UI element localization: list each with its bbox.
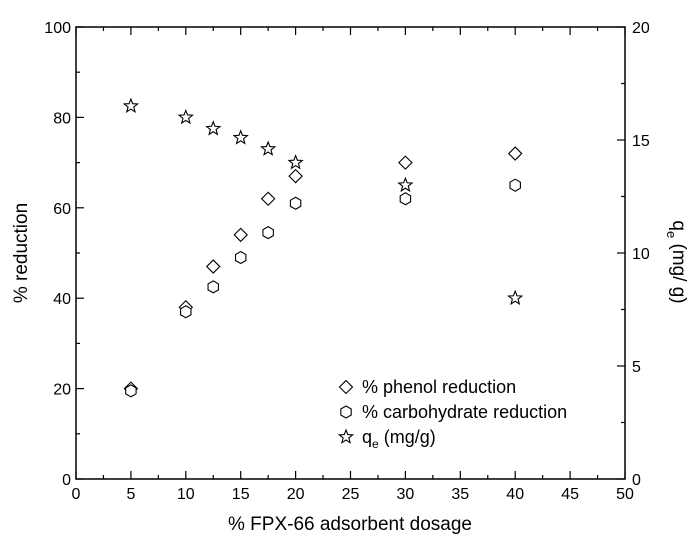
y2-tick-label: 20 xyxy=(632,20,650,37)
carbohydrate-point xyxy=(262,226,274,240)
phenol-point xyxy=(507,146,523,161)
phenol-point xyxy=(233,227,248,243)
legend-item-carbohydrate: % carbohydrate reduction xyxy=(340,402,567,422)
y-tick-label: 80 xyxy=(53,110,71,127)
phenol-point xyxy=(260,191,276,207)
carbohydrate-point xyxy=(180,305,192,319)
y-tick-label: 60 xyxy=(53,201,71,218)
carbohydrate-point xyxy=(125,384,137,398)
phenol-point xyxy=(205,259,221,274)
carbohydrate-point xyxy=(399,192,412,206)
legend-marker-star xyxy=(337,428,355,444)
legend: % phenol reduction % carbohydrate reduct… xyxy=(337,377,567,451)
carbohydrate-point xyxy=(289,196,302,210)
x-tick-label: 5 xyxy=(126,486,135,503)
x-tick-label: 50 xyxy=(616,486,634,503)
legend-item-qe: qe (mg/g) xyxy=(337,427,436,451)
legend-marker xyxy=(340,405,352,419)
phenol-point xyxy=(398,155,413,170)
y-tick-label: 40 xyxy=(53,291,71,308)
axis-ticks xyxy=(75,26,626,480)
qe-point xyxy=(177,108,194,125)
qe-point xyxy=(205,120,222,136)
x-axis-tick-labels: 0 5 10 15 20 25 30 35 40 45 50 xyxy=(72,486,634,503)
data-points xyxy=(122,97,524,398)
x-tick-label: 35 xyxy=(451,486,469,503)
qe-point xyxy=(232,129,249,145)
x-tick-label: 10 xyxy=(177,486,195,503)
y2-tick-label: 10 xyxy=(632,246,650,263)
y-tick-label: 20 xyxy=(53,382,71,399)
legend-marker xyxy=(337,428,355,444)
qe-point xyxy=(287,154,304,170)
y2-axis-title: qe (mg/ g) xyxy=(664,220,689,303)
x-tick-label: 40 xyxy=(506,486,524,503)
x-tick-label: 30 xyxy=(397,486,415,503)
carbohydrate-point xyxy=(234,250,247,265)
legend-label-carbohydrate: % carbohydrate reduction xyxy=(362,402,567,422)
qe-point xyxy=(260,140,277,156)
qe-point xyxy=(507,289,524,306)
x-tick-label: 45 xyxy=(561,486,579,503)
x-tick-label: 25 xyxy=(342,486,360,503)
carbohydrate-point xyxy=(207,280,219,294)
y-tick-label: 0 xyxy=(62,472,71,489)
y2-tick-label: 0 xyxy=(632,472,641,489)
qe-point xyxy=(122,97,140,113)
x-tick-label: 0 xyxy=(72,486,81,503)
legend-label-phenol: % phenol reduction xyxy=(362,377,516,397)
phenol-point xyxy=(288,168,303,184)
y-tick-label: 100 xyxy=(44,20,71,37)
y2-tick-label: 5 xyxy=(632,359,641,376)
legend-item-phenol: % phenol reduction xyxy=(338,377,516,397)
legend-label-qe: qe (mg/g) xyxy=(362,427,436,451)
x-axis-title: % FPX-66 adsorbent dosage xyxy=(228,514,472,535)
x-tick-label: 20 xyxy=(287,486,305,503)
y-axis-title: % reduction xyxy=(11,203,32,303)
y2-axis-tick-labels: 0 5 10 15 20 xyxy=(632,20,650,489)
legend-marker-hexagon xyxy=(340,405,352,419)
y2-tick-label: 15 xyxy=(632,133,650,150)
legend-marker-diamond xyxy=(338,379,354,395)
y-axis-tick-labels: 0 20 40 60 80 100 xyxy=(44,20,71,489)
carbohydrate-point xyxy=(509,178,521,192)
legend-marker xyxy=(338,379,354,395)
x-tick-label: 15 xyxy=(232,486,250,503)
qe-point xyxy=(397,176,414,193)
